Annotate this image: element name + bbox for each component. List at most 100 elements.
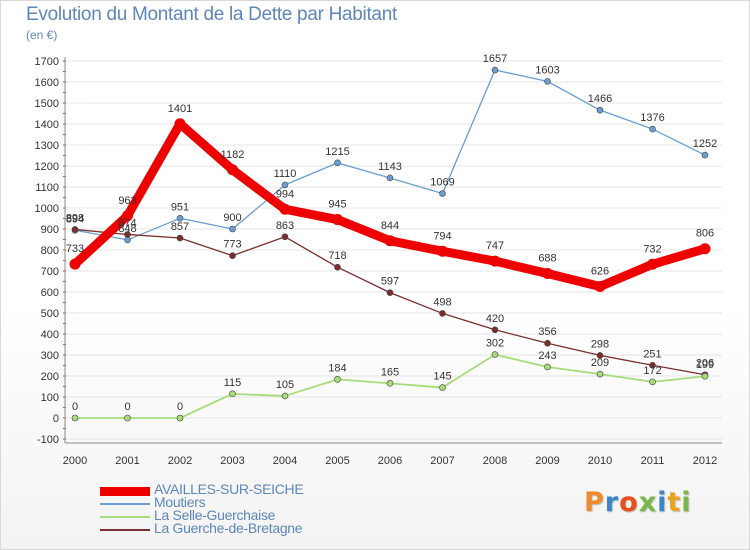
data-label: 184 — [328, 362, 346, 374]
legend-label: La Guerche-de-Bretagne — [154, 520, 303, 536]
y-tick-label: 1000 — [35, 203, 59, 215]
data-label: 420 — [486, 313, 504, 325]
logo-letter: o — [619, 487, 639, 518]
data-label: 0 — [124, 401, 130, 413]
data-point — [386, 289, 394, 296]
x-tick-label: 2001 — [115, 455, 139, 467]
data-label: 773 — [223, 239, 241, 251]
y-tick-label: 1400 — [35, 119, 59, 131]
data-label: 298 — [591, 338, 609, 350]
y-tick-label: 0 — [53, 413, 59, 425]
data-point — [122, 210, 133, 222]
x-tick-label: 2000 — [63, 455, 87, 467]
logo-letter: r — [604, 487, 620, 518]
legend-swatch — [100, 516, 150, 518]
y-tick-label: 1300 — [35, 140, 59, 152]
data-point — [491, 326, 499, 334]
data-point — [596, 352, 604, 359]
data-point — [542, 268, 553, 280]
x-tick-label: 2010 — [588, 455, 612, 467]
data-point — [699, 243, 711, 255]
legend-label: Moutiers — [154, 494, 206, 510]
data-label: 857 — [171, 221, 189, 233]
data-label: 626 — [591, 266, 609, 278]
data-point — [386, 174, 394, 182]
series-line — [74, 228, 706, 376]
data-point — [594, 281, 606, 293]
data-label: 1069 — [430, 177, 454, 189]
data-point — [439, 384, 446, 391]
data-point — [596, 370, 604, 378]
data-label: 165 — [381, 366, 399, 378]
data-point — [279, 203, 291, 215]
proxiti-logo: Proxiti — [584, 487, 692, 518]
y-tick-label: 300 — [41, 350, 59, 362]
data-label: 963 — [118, 195, 136, 207]
data-point — [334, 263, 341, 271]
series-moutiers — [71, 66, 709, 244]
logo-letter: i — [657, 487, 668, 518]
data-label: 900 — [223, 212, 241, 224]
logo-letter: i — [681, 487, 692, 518]
x-tick-label: 2012 — [693, 455, 717, 467]
x-tick-label: 2003 — [220, 455, 244, 467]
logo-letter: t — [667, 487, 682, 518]
y-tick-label: 1100 — [35, 182, 59, 194]
series-la-selle-guerchaise — [71, 351, 709, 422]
data-point — [544, 363, 551, 371]
data-label: 844 — [381, 220, 399, 232]
y-tick-label: 200 — [41, 371, 59, 383]
data-label: 209 — [591, 357, 609, 369]
data-label: 172 — [643, 365, 661, 377]
data-label: 1376 — [640, 112, 664, 124]
data-label: 1182 — [221, 149, 245, 161]
data-label: 0 — [72, 401, 78, 413]
data-point — [332, 214, 343, 226]
data-label: 1466 — [588, 93, 612, 105]
y-tick-label: 1700 — [35, 56, 59, 68]
data-label: 863 — [276, 220, 294, 232]
data-point — [386, 380, 394, 387]
y-tick-label: 700 — [41, 266, 59, 278]
x-tick-label: 2007 — [430, 455, 454, 467]
x-tick-label: 2008 — [483, 455, 507, 467]
data-point — [544, 78, 551, 85]
data-label: 105 — [276, 379, 294, 391]
data-point — [71, 414, 79, 422]
logo-letter: P — [584, 487, 605, 518]
data-label: 951 — [171, 201, 189, 213]
series-availles-sur-seiche — [69, 118, 711, 293]
chart-subtitle: (en €) — [26, 28, 58, 42]
data-label: 874 — [118, 217, 136, 229]
x-tick-label: 2009 — [535, 455, 559, 467]
x-tick-label: 2002 — [168, 455, 192, 467]
data-point — [649, 125, 656, 133]
data-point — [334, 159, 341, 167]
legend-label: La Selle-Guerchaise — [154, 507, 276, 523]
data-label: 718 — [328, 250, 346, 262]
data-label: 894 — [66, 213, 84, 225]
y-tick-label: 1600 — [35, 77, 59, 89]
y-tick-label: 900 — [41, 224, 59, 236]
data-point — [229, 252, 236, 259]
y-tick-label: 1200 — [35, 161, 59, 173]
data-label: 1143 — [378, 161, 402, 173]
legend-swatch — [100, 529, 150, 531]
data-point — [491, 66, 499, 74]
data-label: 688 — [538, 253, 556, 265]
data-point — [176, 234, 184, 242]
data-label: 302 — [486, 338, 504, 350]
data-label: 733 — [66, 243, 84, 255]
data-label: 806 — [696, 228, 714, 240]
data-label: 1657 — [483, 53, 507, 65]
data-point — [489, 255, 501, 267]
data-label: 1252 — [693, 138, 717, 150]
data-point — [649, 378, 656, 386]
data-label: 498 — [433, 296, 451, 308]
y-tick-label: 500 — [41, 308, 59, 320]
data-label: 1603 — [535, 64, 559, 76]
data-point — [124, 236, 131, 244]
x-tick-label: 2006 — [378, 455, 402, 467]
data-point — [69, 258, 81, 270]
